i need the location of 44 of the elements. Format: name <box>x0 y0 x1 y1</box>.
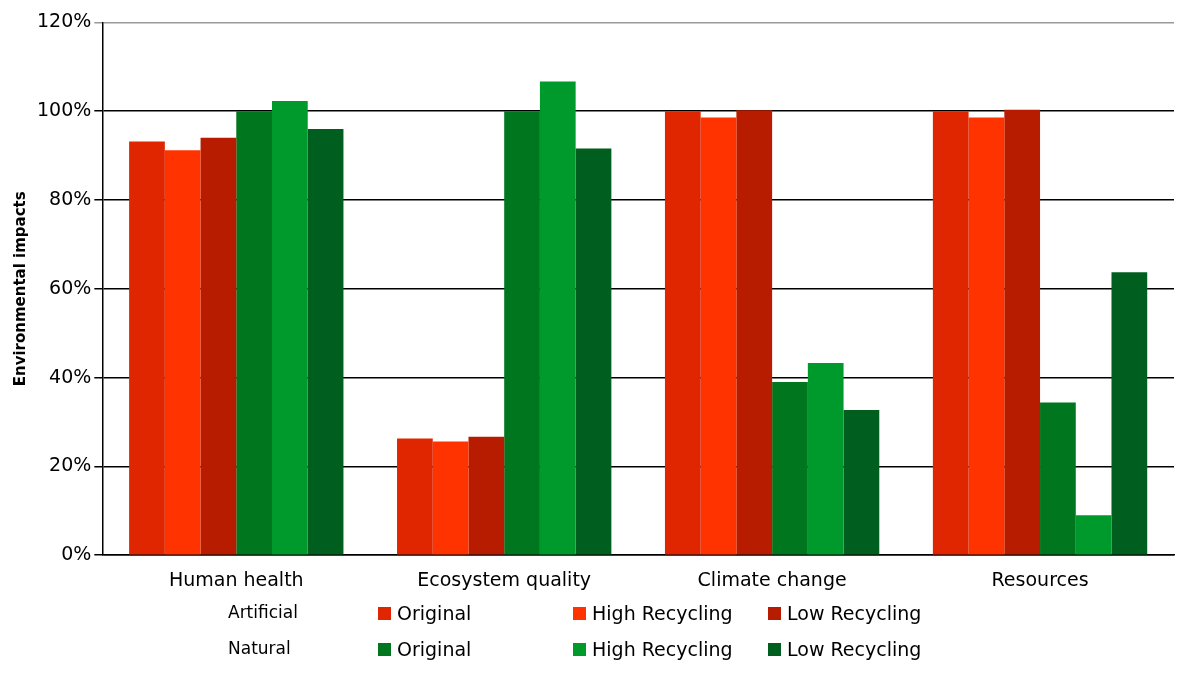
legend-label: Low Recycling <box>787 602 922 624</box>
bar <box>468 436 505 555</box>
bar <box>736 110 773 555</box>
bar <box>575 148 612 555</box>
x-tick-label: Climate change <box>697 567 847 590</box>
y-axis-title: Environmental impacts <box>10 191 29 387</box>
bar <box>272 100 308 555</box>
bar <box>307 128 344 555</box>
bar <box>432 441 469 555</box>
y-tick-label: 100% <box>36 98 92 121</box>
x-tick-label: Ecosystem quality <box>417 567 592 590</box>
y-tick-label: 120% <box>36 9 92 32</box>
legend-label: Original <box>397 602 472 624</box>
bar <box>1111 272 1148 555</box>
legend-label: High Recycling <box>592 602 733 624</box>
bar <box>539 81 576 555</box>
bar <box>1040 402 1076 555</box>
legend-label: Low Recycling <box>787 638 922 660</box>
bar <box>664 111 701 555</box>
legend-label: Original <box>397 638 472 660</box>
bar <box>1004 109 1041 555</box>
bar <box>700 117 737 555</box>
y-tick-label: 40% <box>49 364 92 387</box>
bar <box>932 111 969 555</box>
bar <box>807 362 844 555</box>
bar <box>129 141 165 555</box>
bar <box>1075 515 1112 555</box>
bar <box>397 438 433 555</box>
bar <box>843 410 880 555</box>
y-tick-label: 20% <box>49 453 92 476</box>
text: Artificial <box>228 602 299 624</box>
text: Natural <box>228 638 292 660</box>
bar <box>200 137 237 555</box>
bar <box>236 111 272 555</box>
bar <box>968 117 1005 555</box>
y-tick-label: 60% <box>49 275 92 298</box>
bar <box>772 382 808 555</box>
x-tick-label: Human health <box>168 567 304 590</box>
x-tick-label: Resources <box>991 567 1089 590</box>
y-tick-label: 0% <box>61 542 92 565</box>
legend-label: High Recycling <box>592 638 733 660</box>
bar <box>504 111 540 555</box>
bar <box>164 150 201 555</box>
y-tick-label: 80% <box>49 186 92 209</box>
